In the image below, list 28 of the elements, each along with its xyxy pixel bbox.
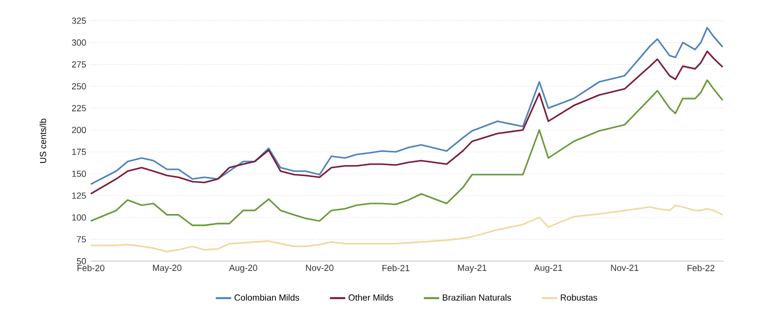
legend-label: Brazilian Naturals [442,294,512,301]
x-tick-label: Feb-21 [382,264,410,272]
y-tick-label: 225 [72,104,86,112]
y-tick-label: 150 [72,170,86,177]
line-series [90,26,724,185]
x-tick-label: May-21 [458,264,486,273]
x-tick-label: Nov-21 [611,264,638,271]
line-series [90,50,724,195]
y-tick-label: 75 [76,236,86,242]
y-tick-label: 325 [72,17,86,24]
x-tick-label: Nov-20 [306,264,334,271]
x-tick-label: Feb-20 [77,264,104,272]
x-tick-label: Feb-22 [688,264,714,272]
y-tick-label: 250 [72,83,86,90]
y-tick-label: 125 [72,192,86,199]
y-tick-label: 100 [72,214,86,221]
x-tick-label: Aug-20 [229,264,258,273]
y-tick-label: 200 [72,126,86,134]
y-tick-label: 300 [72,39,86,46]
legend-label: Colombian Milds [234,294,300,301]
x-tick-label: Aug-21 [534,264,562,273]
legend-label: Robustas [560,294,598,301]
y-tick-label: 275 [72,61,86,68]
y-axis-title: US cents/lb [40,118,46,163]
legend-label: Other Milds [348,294,394,301]
x-tick-label: May-20 [153,264,182,273]
y-tick-label: 175 [72,148,86,155]
y-tick-label: 50 [76,258,86,264]
